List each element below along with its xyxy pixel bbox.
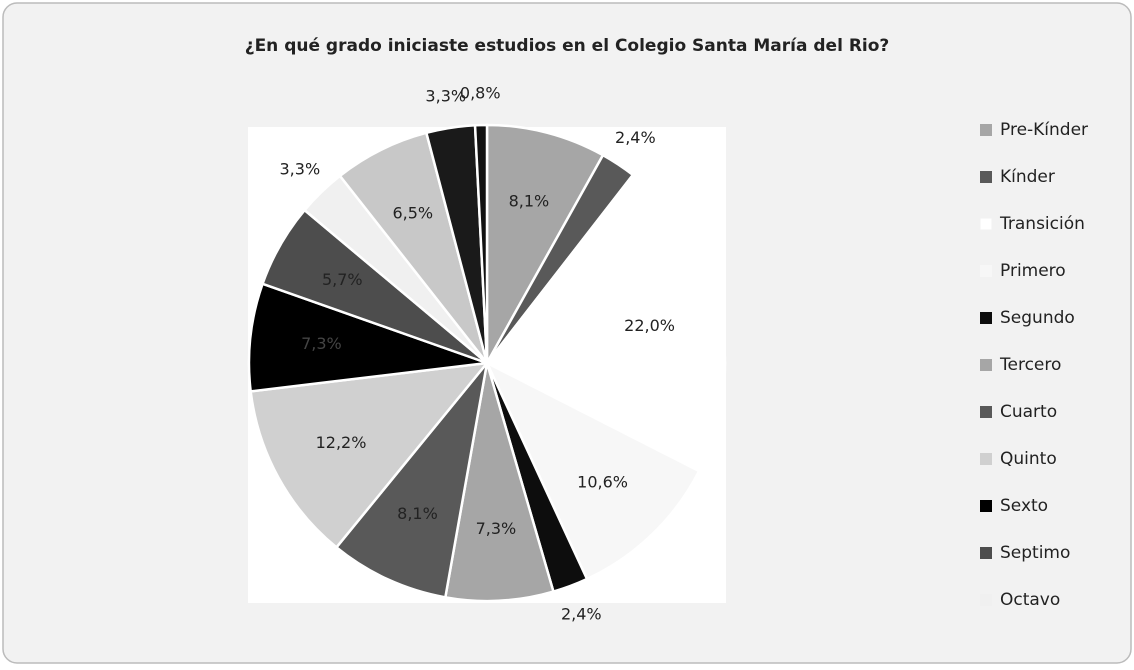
legend-swatch: [980, 453, 992, 465]
data-label: 5,7%: [322, 270, 363, 289]
data-label: 22,0%: [624, 316, 675, 335]
pie-slice: [485, 123, 605, 368]
pie-slice: [473, 123, 489, 364]
legend-label: Tercero: [999, 355, 1061, 375]
legend-label: Pre-Kínder: [1000, 120, 1088, 140]
pie-slice: [484, 360, 701, 581]
legend-swatch: [980, 500, 992, 512]
data-label: 12,2%: [316, 433, 367, 452]
data-label: 2,4%: [561, 604, 602, 623]
legend-swatch: [980, 124, 992, 136]
legend-label: Cuarto: [1000, 402, 1057, 422]
legend-swatch: [980, 171, 992, 183]
legend-swatch: [980, 594, 992, 606]
pie-slice: [334, 358, 490, 599]
data-label: 6,5%: [392, 203, 433, 222]
data-label: 3,3%: [425, 87, 466, 106]
data-label: 7,3%: [476, 519, 517, 538]
legend-swatch: [980, 406, 992, 418]
pie-slice: [247, 282, 488, 393]
data-label: 8,1%: [397, 504, 438, 523]
legend-label: Segundo: [1000, 308, 1075, 328]
legend-swatch: [980, 547, 992, 559]
data-label: 8,1%: [509, 191, 550, 210]
legend-label: Primero: [1000, 261, 1066, 281]
legend-label: Quinto: [1000, 449, 1057, 469]
data-label: 2,4%: [615, 128, 656, 147]
legend-label: Kínder: [1000, 167, 1055, 187]
pie-slice: [443, 362, 555, 603]
legend-label: Transición: [999, 214, 1085, 234]
legend-swatch: [980, 312, 992, 324]
legend-swatch: [980, 265, 992, 277]
data-label: 3,3%: [280, 159, 321, 178]
legend-label: Septimo: [1000, 543, 1070, 563]
legend-label: Sexto: [1000, 496, 1048, 516]
data-label: 7,3%: [301, 334, 342, 353]
chart-title: ¿En qué grado iniciaste estudios en el C…: [245, 36, 890, 56]
legend-swatch: [980, 359, 992, 371]
data-label: 0,8%: [460, 84, 501, 103]
data-label: 10,6%: [577, 473, 628, 492]
legend-label: Octavo: [1000, 590, 1060, 610]
pie-slice: [485, 173, 727, 473]
pie-slice: [249, 361, 490, 550]
legend-swatch: [979, 217, 993, 231]
